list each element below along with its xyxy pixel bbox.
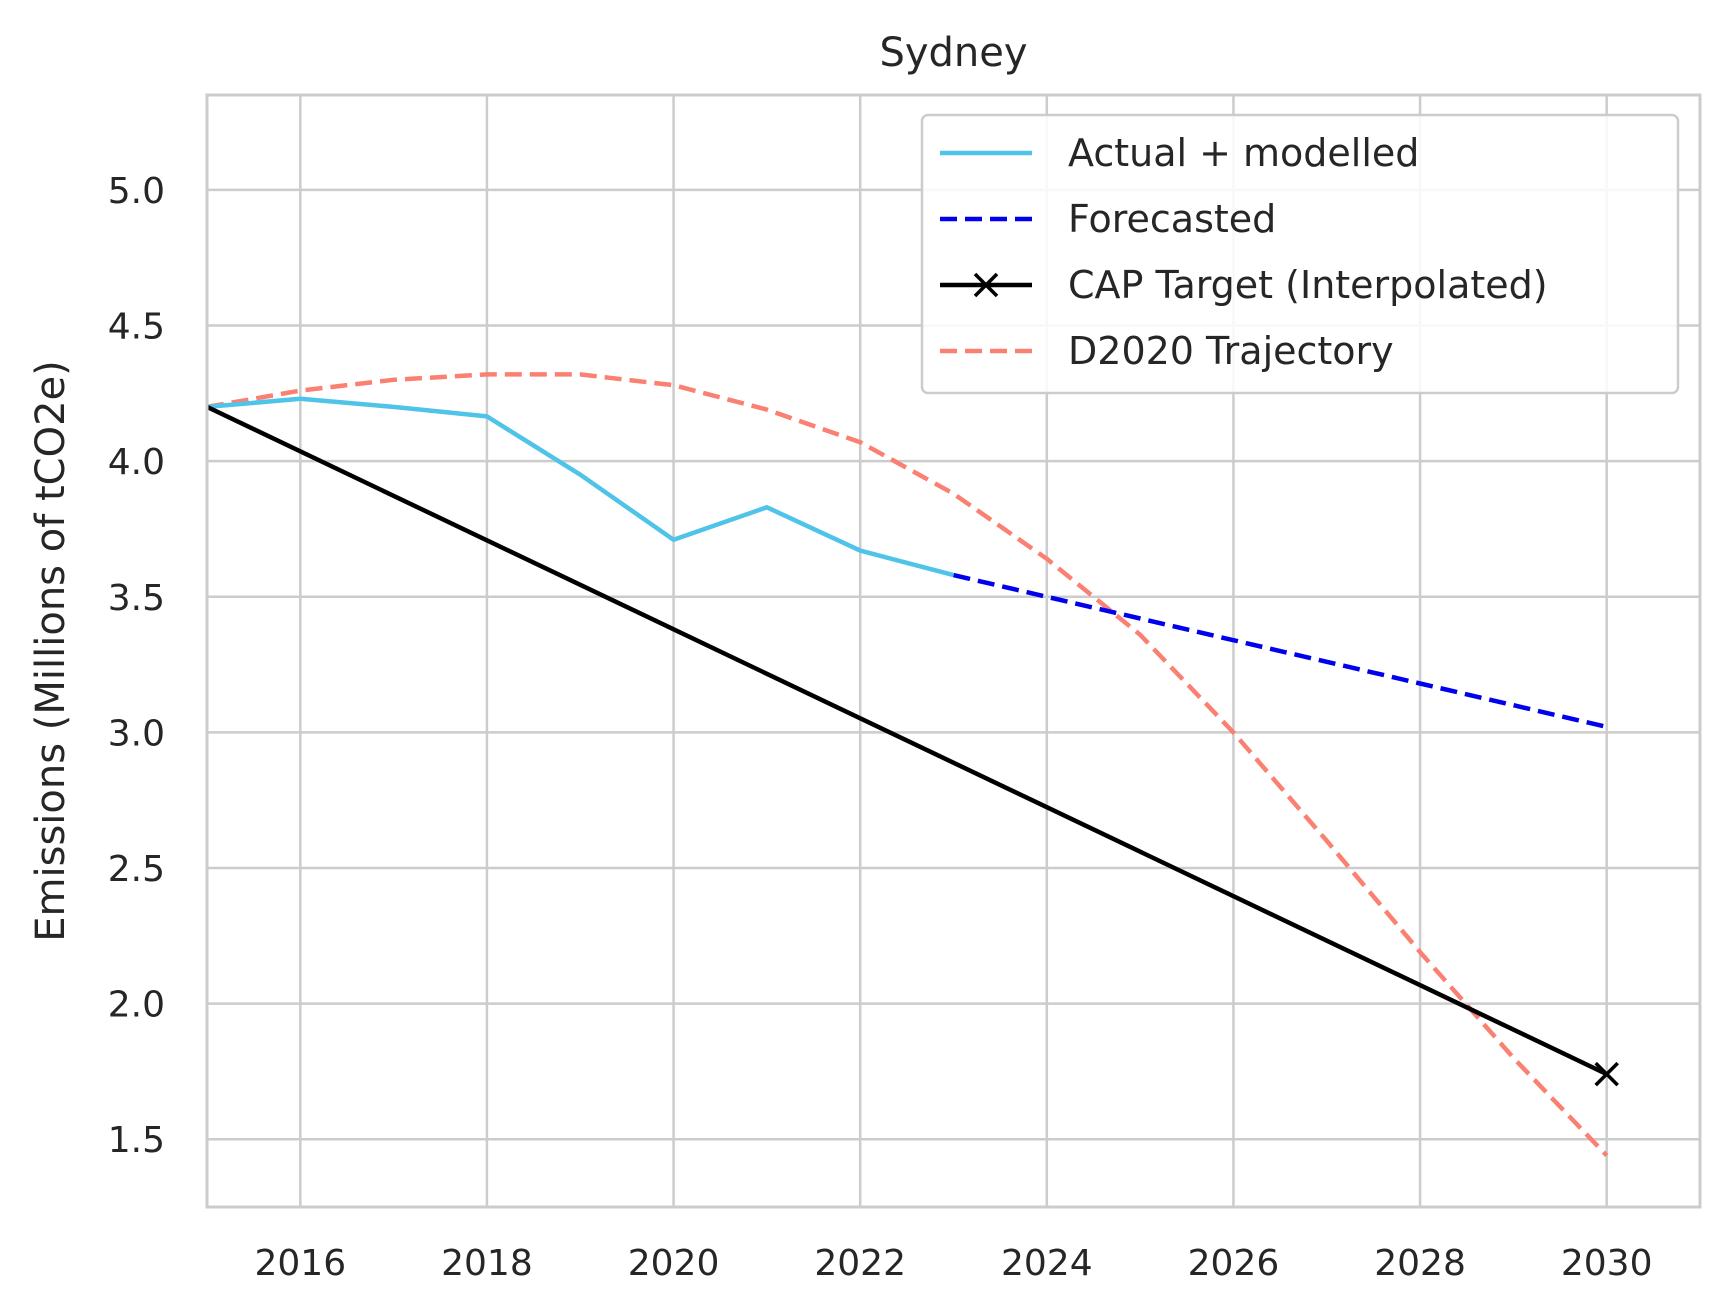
x-tick-label: 2030 xyxy=(1561,1243,1653,1284)
legend-label: D2020 Trajectory xyxy=(1068,329,1394,373)
series-line-actual-modelled xyxy=(206,396,955,578)
x-tick-label: 2020 xyxy=(628,1243,720,1284)
y-axis-label: Emissions (Millions of tCO2e) xyxy=(28,360,74,942)
legend-label: Forecasted xyxy=(1068,197,1276,241)
y-tick-label: 2.5 xyxy=(108,849,165,890)
x-tick-label: 2026 xyxy=(1188,1243,1280,1284)
y-tick-label: 3.0 xyxy=(108,713,165,754)
y-tick-label: 1.5 xyxy=(108,1120,165,1161)
series-line-forecasted xyxy=(952,572,1608,730)
legend-entry: CAP Target (Interpolated) xyxy=(940,263,1548,307)
cap-target-marker xyxy=(1594,1061,1619,1087)
legend-marker xyxy=(973,272,999,298)
legend-label: Actual + modelled xyxy=(1068,131,1419,175)
plot-frame xyxy=(205,93,1702,1209)
legend-label: CAP Target (Interpolated) xyxy=(1068,263,1548,307)
x-tick-label: 2016 xyxy=(255,1243,347,1284)
series-line-d2020-trajectory xyxy=(206,372,1609,1158)
x-tick-label: 2024 xyxy=(1001,1243,1093,1284)
legend-entry: Actual + modelled xyxy=(940,131,1419,175)
legend-box xyxy=(920,113,1680,395)
x-tick-labels: 2016 2018 2020 2022 2024 2026 2028 2030 xyxy=(255,1243,1653,1284)
chart-title: Sydney xyxy=(879,30,1027,76)
x-tick-label: 2022 xyxy=(814,1243,906,1284)
y-tick-labels: 1.5 2.0 2.5 3.0 3.5 4.0 4.5 5.0 xyxy=(108,171,165,1161)
series-layer xyxy=(206,372,1619,1158)
legend-entry: Forecasted xyxy=(940,197,1276,241)
y-tick-label: 5.0 xyxy=(108,171,165,212)
y-tick-label: 2.0 xyxy=(108,985,165,1026)
series-line-cap-target-interpolated xyxy=(206,404,1608,1077)
x-tick-label: 2028 xyxy=(1374,1243,1466,1284)
legend: Actual + modelled Forecasted CAP Target (I… xyxy=(920,113,1680,395)
y-tick-label: 3.5 xyxy=(108,578,165,619)
x-tick-label: 2018 xyxy=(441,1243,533,1284)
legend-entry: D2020 Trajectory xyxy=(940,329,1394,373)
y-tick-label: 4.5 xyxy=(108,307,165,348)
y-tick-label: 4.0 xyxy=(108,442,165,483)
